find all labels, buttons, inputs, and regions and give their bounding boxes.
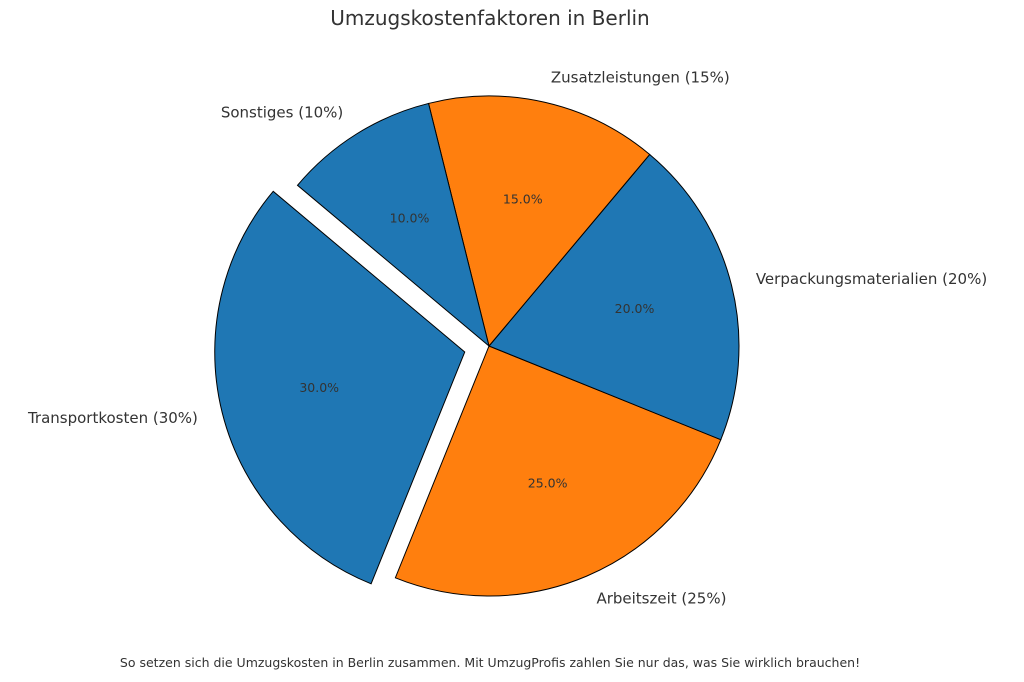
slice-percent-label: 15.0% <box>503 191 543 206</box>
slice-label: Transportkosten (30%) <box>27 409 198 427</box>
slice-label: Zusatzleistungen (15%) <box>551 69 730 87</box>
slice-label: Verpackungsmaterialien (20%) <box>756 270 987 288</box>
slice-percent-label: 20.0% <box>615 301 655 316</box>
pie-slice-2 <box>488 153 740 441</box>
slice-label: Arbeitszeit (25%) <box>596 590 726 608</box>
pie-slice-1 <box>394 345 722 597</box>
slice-percent-label: 10.0% <box>390 210 430 225</box>
pie-slice-0 <box>214 190 466 585</box>
slice-label: Sonstiges (10%) <box>221 103 343 121</box>
footer-caption: So setzen sich die Umzugskosten in Berli… <box>119 655 861 670</box>
slice-percent-label: 25.0% <box>528 476 568 491</box>
slice-percent-label: 30.0% <box>299 380 339 395</box>
chart-title: Umzugskostenfaktoren in Berlin <box>330 6 650 30</box>
pie-slice-4 <box>296 102 490 348</box>
pie-slice-3 <box>427 95 651 348</box>
